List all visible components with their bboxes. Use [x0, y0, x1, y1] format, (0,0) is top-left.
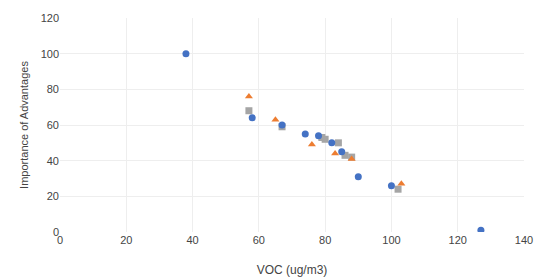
- svg-text:120: 120: [41, 12, 59, 24]
- svg-text:100: 100: [382, 234, 400, 246]
- svg-text:0: 0: [53, 226, 59, 238]
- svg-text:0: 0: [57, 234, 63, 246]
- svg-text:80: 80: [47, 83, 59, 95]
- svg-text:120: 120: [449, 234, 467, 246]
- svg-text:VOC (ug/m3): VOC (ug/m3): [257, 263, 328, 277]
- svg-text:20: 20: [47, 190, 59, 202]
- svg-text:40: 40: [186, 234, 198, 246]
- svg-text:80: 80: [319, 234, 331, 246]
- svg-text:100: 100: [41, 48, 59, 60]
- svg-text:140: 140: [515, 234, 533, 246]
- svg-text:60: 60: [47, 119, 59, 131]
- svg-text:Importance of Advantages: Importance of Advantages: [18, 61, 30, 189]
- svg-text:60: 60: [253, 234, 265, 246]
- svg-text:40: 40: [47, 155, 59, 167]
- svg-text:20: 20: [120, 234, 132, 246]
